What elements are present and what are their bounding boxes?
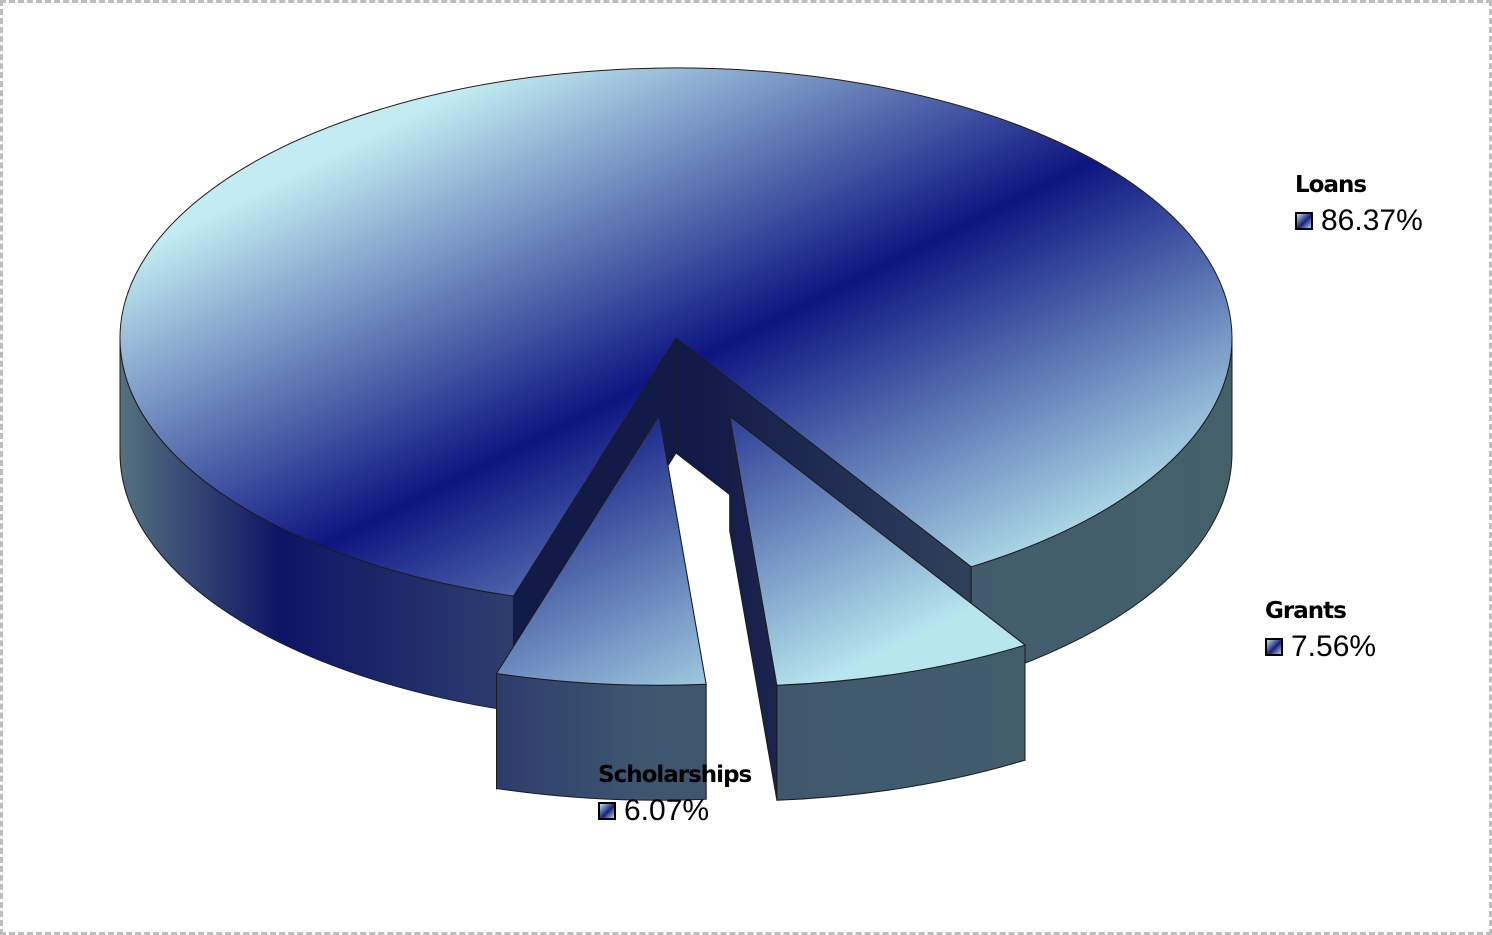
slice-scholarships bbox=[495, 413, 707, 801]
label-loans-category: Loans bbox=[1295, 172, 1367, 198]
label-loans-value: 86.37% bbox=[1321, 204, 1423, 237]
slice-top-loans bbox=[119, 67, 1233, 597]
slice-top-grants bbox=[729, 415, 1027, 686]
slice-top-scholarships bbox=[495, 413, 707, 686]
label-grants-value-row: 7.56% bbox=[1265, 630, 1376, 664]
slice-grants bbox=[729, 415, 1027, 801]
label-scholarships-value-row: 6.07% bbox=[598, 794, 751, 828]
legend-key-scholarships bbox=[598, 802, 616, 820]
label-grants-category: Grants bbox=[1265, 598, 1347, 624]
label-scholarships-value: 6.07% bbox=[624, 794, 710, 827]
label-grants-value: 7.56% bbox=[1291, 630, 1377, 663]
label-loans: Loans 86.37% bbox=[1295, 172, 1423, 238]
label-scholarships-category: Scholarships bbox=[598, 762, 752, 788]
label-scholarships: Scholarships 6.07% bbox=[598, 762, 752, 828]
legend-key-loans bbox=[1295, 212, 1313, 230]
label-loans-value-row: 86.37% bbox=[1295, 204, 1423, 238]
label-grants: Grants 7.56% bbox=[1265, 598, 1376, 664]
legend-key-grants bbox=[1265, 638, 1283, 656]
